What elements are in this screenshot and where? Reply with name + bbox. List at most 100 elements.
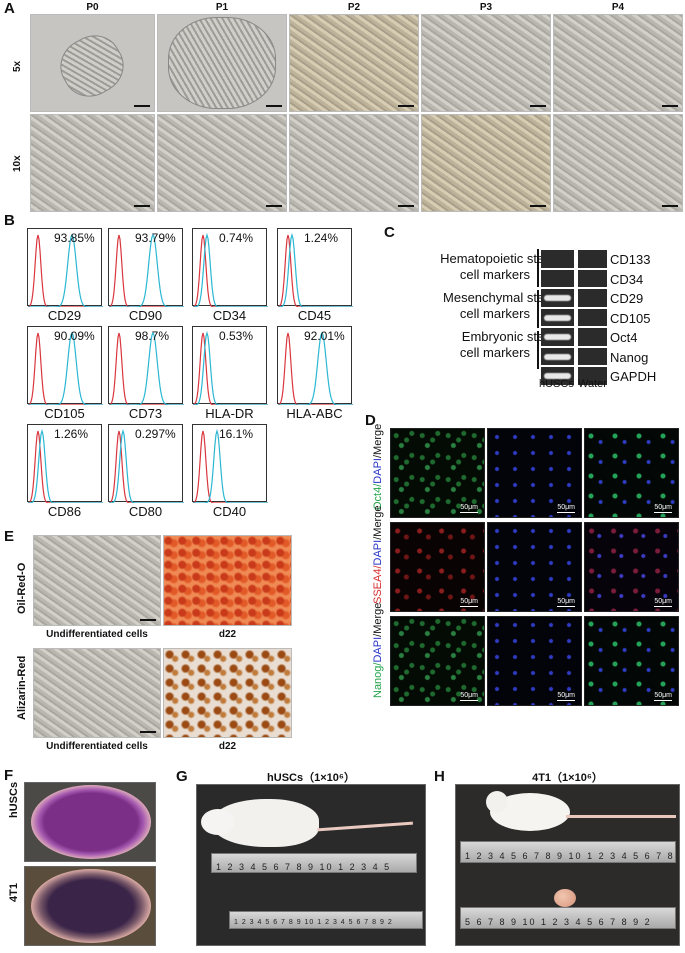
sample-peak xyxy=(193,428,268,503)
if-image-r1-c2: 50μm xyxy=(584,522,679,612)
sample-peak xyxy=(193,232,268,307)
gel-lane-cd133-water xyxy=(578,250,607,268)
positive-percentage: 1.24% xyxy=(304,231,339,245)
group-bracket-2 xyxy=(537,290,539,328)
stain-marker-text: SSEA4/ xyxy=(372,565,384,604)
scale-bar xyxy=(398,205,414,207)
scale-bar xyxy=(530,105,546,107)
facs-histogram-cd105: 90.09% xyxy=(27,326,103,405)
panel-label-d: D xyxy=(365,412,376,429)
caption-undifferentiated-oil: Undifferentiated cells xyxy=(46,629,148,640)
facs-histogram-hla-dr: 0.53% xyxy=(192,326,268,405)
facs-histogram-cd80: 0.297% xyxy=(108,424,184,503)
column-title-p4: P4 xyxy=(611,2,625,13)
if-row-label-0: Oct4/DAPI/Merge xyxy=(372,424,384,510)
control-peak xyxy=(193,332,268,405)
lane-label-husc: hUSCs xyxy=(539,378,574,390)
stain-marker-text: Nanog/ xyxy=(372,662,384,698)
lane-label-water: Water xyxy=(578,378,607,390)
gel-lane-gapdh-husc xyxy=(541,367,574,385)
if-row-label-1: SSEA4/DAPI/Merge xyxy=(372,506,384,604)
mouse-tail xyxy=(566,815,676,818)
dish-label-4t1: 4T1 xyxy=(8,883,20,902)
group-label-hematopoietic-1: Hematopoietic stem xyxy=(440,251,555,266)
panel-label-c: C xyxy=(384,224,395,241)
gel-lane-gapdh-water xyxy=(578,367,607,385)
column-title-p1: P1 xyxy=(215,2,229,13)
marker-label-cd45: CD45 xyxy=(297,308,332,323)
gene-label-cd105: CD105 xyxy=(610,310,651,326)
if-image-r1-c0: 50μm xyxy=(390,522,485,612)
panel-label-e: E xyxy=(4,528,15,545)
merge-text: /Merge xyxy=(372,423,384,459)
scale-bar xyxy=(134,205,150,207)
control-peak xyxy=(278,332,353,405)
stain-label-alizarin-red: Alizarin-Red xyxy=(16,655,28,720)
control-peak xyxy=(28,430,103,503)
control-peak xyxy=(193,430,268,503)
facs-histogram-cd40: 16.1% xyxy=(192,424,268,503)
excised-tumor xyxy=(554,889,576,907)
positive-percentage: 92.01% xyxy=(304,329,345,343)
gel-lane-cd133-husc xyxy=(541,250,574,268)
gel-lane-cd105-water xyxy=(578,308,607,326)
positive-percentage: 90.09% xyxy=(54,329,95,343)
panel-g-title: hUSCs（1×10⁶） xyxy=(267,772,355,784)
gene-label-gapdh: GAPDH xyxy=(610,369,657,384)
micrograph-p0-10x xyxy=(30,114,155,212)
micrograph-p1-5x xyxy=(157,14,287,112)
scale-bar xyxy=(134,105,150,107)
micrograph-p3-5x xyxy=(421,14,551,112)
marker-label-cd34: CD34 xyxy=(212,308,247,323)
caption-undifferentiated-alizarin: Undifferentiated cells xyxy=(46,741,148,752)
facs-histogram-cd45: 1.24% xyxy=(277,228,353,307)
oil-red-d22-image xyxy=(163,535,292,626)
mouse-head xyxy=(201,809,235,835)
if-scale-bar: 50μm xyxy=(654,504,672,511)
gel-band xyxy=(544,353,571,360)
mouse-photo-4t1: 1 2 3 4 5 6 7 8 9 10 1 2 3 4 5 6 7 8 5 6… xyxy=(455,784,680,946)
mouse-head xyxy=(486,791,508,813)
gene-label-cd133: CD133 xyxy=(610,252,651,267)
gel-lane-cd105-husc xyxy=(541,308,574,326)
marker-label-cd86: CD86 xyxy=(47,504,82,519)
row-label-10x: 10x xyxy=(12,155,23,172)
facs-histogram-cd29: 93.85% xyxy=(27,228,103,307)
scale-bar xyxy=(140,619,156,621)
gel-band xyxy=(544,314,571,321)
ruler-upper: 1 2 3 4 5 6 7 8 9 10 1 2 3 4 5 6 7 8 xyxy=(460,841,676,863)
cell-colony xyxy=(168,17,276,109)
scale-bar xyxy=(398,105,414,107)
gel-band xyxy=(544,295,571,301)
control-peak xyxy=(278,234,353,307)
group-label-mesenchymal-1: Mesenchymal stem xyxy=(443,290,555,305)
marker-label-cd73: CD73 xyxy=(128,406,163,421)
sample-peak xyxy=(278,232,353,307)
mouse-photo-husc: 1 2 3 4 5 6 7 8 9 10 1 2 3 4 5 1 2 3 4 5… xyxy=(196,784,426,946)
gene-label-cd34: CD34 xyxy=(610,271,644,287)
panel-label-f: F xyxy=(4,767,14,784)
if-image-r0-c2: 50μm xyxy=(584,428,679,518)
group-bracket-1 xyxy=(537,249,539,287)
scale-bar xyxy=(266,205,282,207)
if-scale-bar: 50μm xyxy=(557,598,575,605)
ruler-upper: 1 2 3 4 5 6 7 8 9 10 1 2 3 4 5 xyxy=(211,853,417,873)
sample-peak xyxy=(109,233,184,307)
group-label-embryonic-2: cell markers xyxy=(459,345,530,360)
if-scale-bar: 50μm xyxy=(460,598,478,605)
sample-peak xyxy=(109,428,184,503)
gene-label-nanog: Nanog xyxy=(610,349,649,365)
if-image-r2-c2: 50μm xyxy=(584,616,679,706)
dapi-text: DAPI xyxy=(372,636,384,663)
gene-label-cd29: CD29 xyxy=(610,291,644,306)
sample-peak xyxy=(28,233,103,307)
if-scale-bar: 50μm xyxy=(460,504,478,511)
colony-dish-4t1 xyxy=(24,866,156,946)
mouse-tail xyxy=(317,821,413,832)
panel-label-a: A xyxy=(4,0,15,17)
merge-text: /Merge xyxy=(372,602,384,637)
gene-label-oct4: Oct4 xyxy=(610,330,638,345)
marker-label-cd29: CD29 xyxy=(47,308,82,323)
positive-percentage: 0.53% xyxy=(219,329,254,343)
marker-label-cd90: CD90 xyxy=(128,308,163,323)
